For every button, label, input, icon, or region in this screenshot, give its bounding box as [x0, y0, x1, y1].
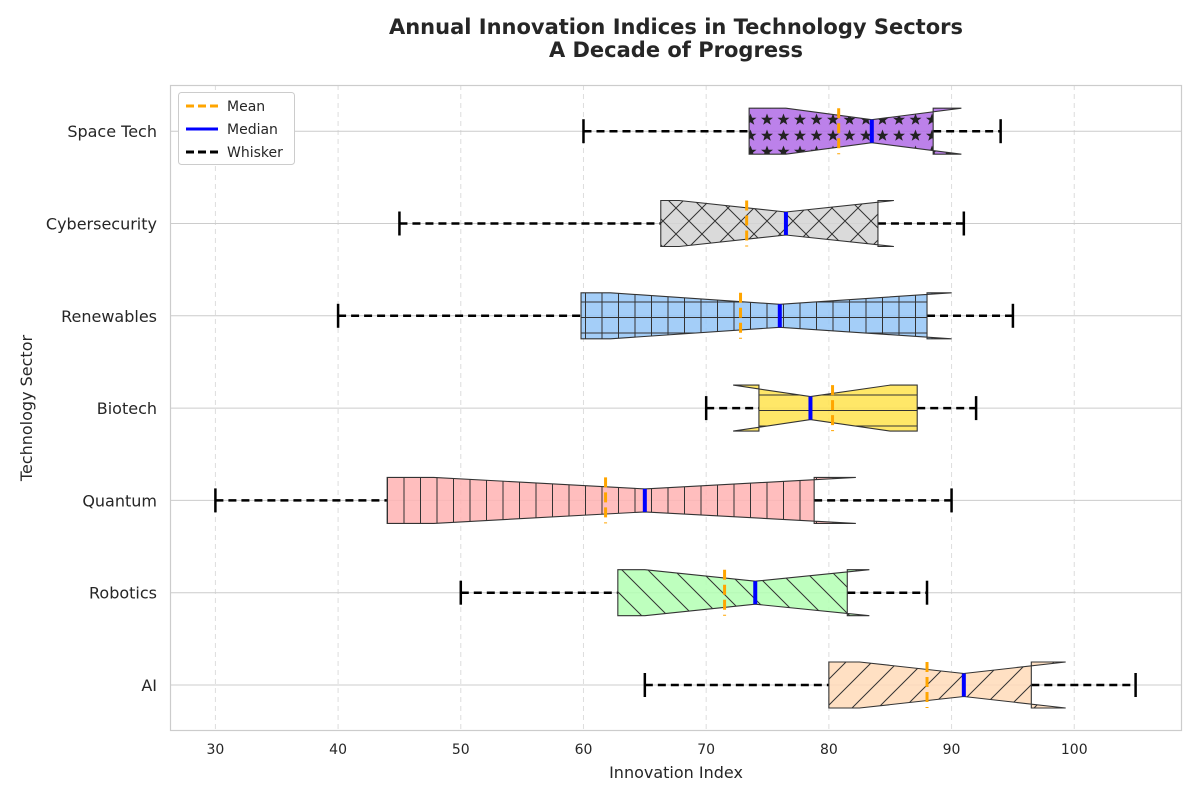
- box-robotics: [459, 569, 929, 617]
- y-tick-label: Robotics: [89, 584, 157, 603]
- legend: Mean Median Whisker: [178, 92, 295, 165]
- box-outline: [617, 569, 870, 617]
- chart-title: Annual Innovation Indices in Technology …: [389, 15, 963, 39]
- box-outline: [660, 199, 894, 248]
- x-tick-label: 100: [1061, 742, 1088, 758]
- y-axis-ticks: AI Robotics Quantum Biotech Renewables Cybers…: [46, 122, 157, 695]
- x-tick-label: 30: [206, 742, 224, 758]
- y-tick-label: Biotech: [97, 399, 157, 418]
- y-tick-label: Space Tech: [67, 122, 157, 141]
- box-outline: [580, 292, 952, 340]
- box-outline: [828, 661, 1066, 709]
- x-axis-ticks: 30 40 50 60 70 80 90 100: [206, 742, 1087, 758]
- y-tick-label: Cybersecurity: [46, 215, 157, 234]
- x-tick-label: 40: [329, 742, 347, 758]
- x-tick-label: 90: [943, 742, 961, 758]
- y-tick-label: Quantum: [82, 491, 157, 510]
- legend-label: Mean: [227, 99, 265, 115]
- legend-label: Median: [227, 122, 278, 138]
- box-outline: [748, 107, 962, 155]
- box-outline: [386, 476, 856, 524]
- legend-label: Whisker: [227, 145, 283, 161]
- x-tick-label: 70: [697, 742, 715, 758]
- plot-frame: [169, 84, 1183, 732]
- box-quantum: [214, 476, 953, 524]
- y-tick-label: AI: [141, 676, 157, 695]
- chart-subtitle: A Decade of Progress: [549, 38, 803, 62]
- legend-frame: [178, 92, 295, 165]
- x-tick-label: 60: [575, 742, 593, 758]
- x-tick-label: 50: [452, 742, 470, 758]
- box-ai: [643, 661, 1137, 709]
- grid-lines: [170, 85, 1181, 730]
- y-tick-label: Renewables: [61, 307, 157, 326]
- x-axis-label: Innovation Index: [609, 763, 743, 782]
- box-space-tech: [582, 107, 1002, 155]
- plot-area: [214, 107, 1137, 709]
- box-outline: [733, 384, 918, 432]
- x-tick-label: 80: [820, 742, 838, 758]
- box-biotech: [704, 384, 978, 432]
- box-renewables: [336, 292, 1015, 340]
- box-cybersecurity: [398, 199, 966, 248]
- y-axis-label: Technology Sector: [17, 335, 36, 483]
